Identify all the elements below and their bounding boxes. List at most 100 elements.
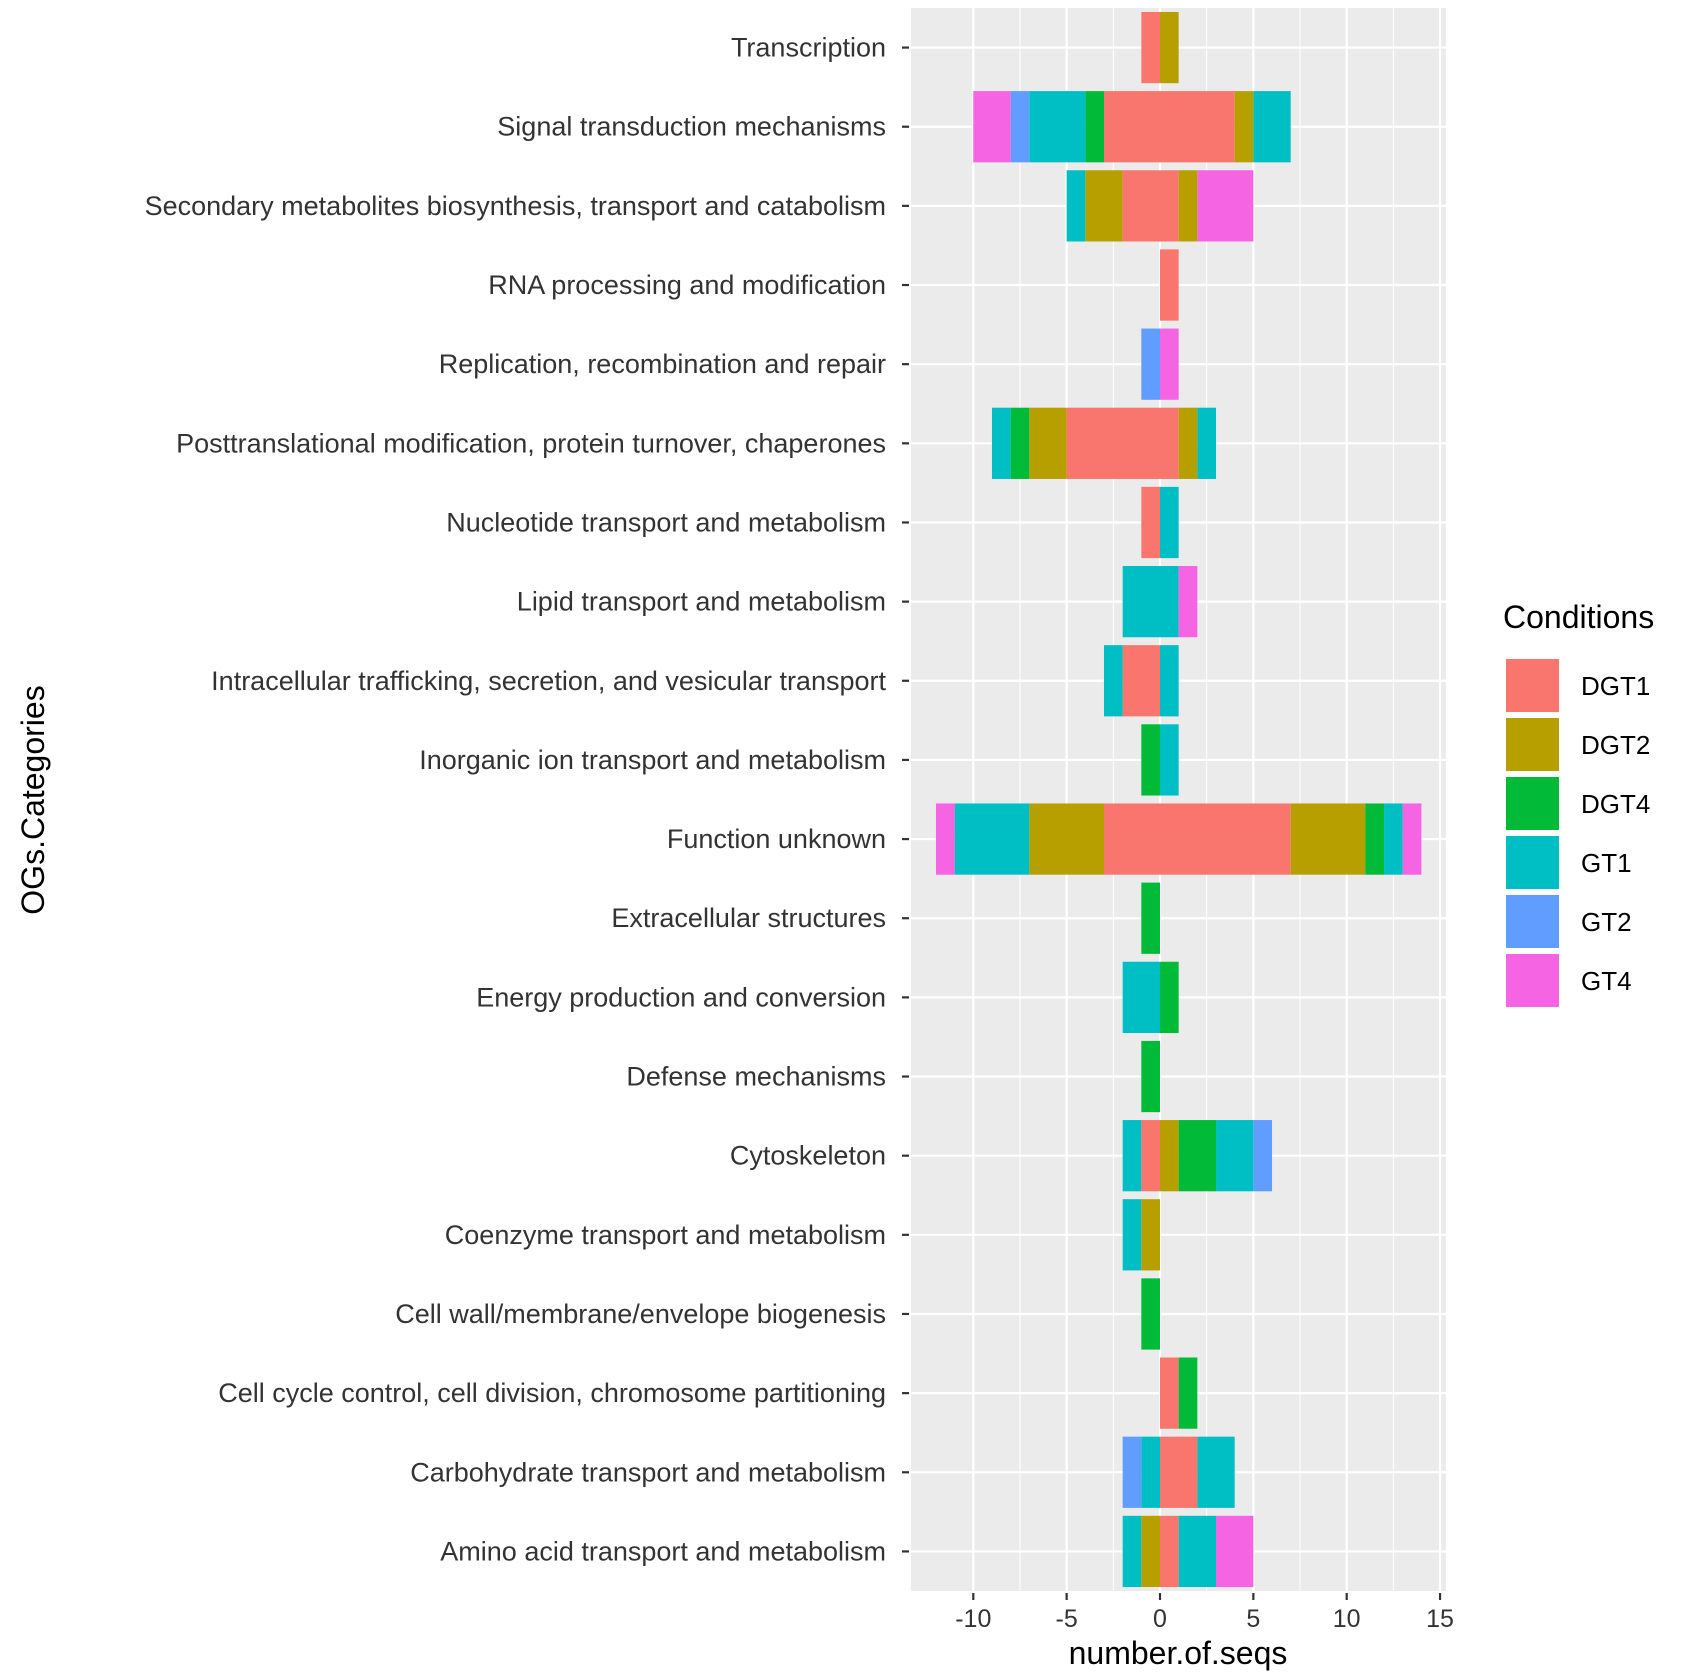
bar-segment-gt1-neg [1122,1515,1142,1588]
bar-segment-dgt4-neg [1085,91,1104,163]
bar-segment-gt1-pos [1216,1120,1254,1192]
x-tick-label: 5 [1246,1605,1260,1633]
category-label: Inorganic ion transport and metabolism [419,745,886,775]
category-label: Replication, recombination and repair [439,349,886,379]
bar-segment-dgt2-pos [1178,170,1198,242]
category-label: Cell cycle control, cell division, chrom… [218,1378,886,1408]
category-label: Cytoskeleton [730,1141,886,1171]
bar-segment-dgt4-neg [1141,1278,1160,1350]
bar-segment-gt1-pos [1160,645,1179,717]
x-tick-label: 10 [1333,1605,1361,1633]
bar-segment-gt1-neg [1066,170,1086,242]
bar-segment-dgt1-neg [1066,407,1160,479]
bar-segment-dgt4-neg [1141,1040,1160,1113]
category-label: Secondary metabolites biosynthesis, tran… [145,191,886,221]
bar-segment-gt1-pos [1384,803,1403,875]
x-tick-label: 0 [1153,1605,1167,1633]
bar-segment-gt1-neg [1122,1199,1142,1271]
bar-segment-gt1-neg [954,803,1030,875]
bar-segment-gt1-neg [1122,961,1160,1033]
legend: Conditions DGT1 DGT2 DGT4 GT1 GT2 GT4 [1503,599,1654,1007]
bar-segment-dgt1-neg [1122,645,1160,717]
category-label: Cell wall/membrane/envelope biogenesis [395,1299,886,1329]
bar-segment-dgt1-pos [1160,1515,1179,1588]
category-label: Carbohydrate transport and metabolism [410,1457,886,1487]
category-label: Signal transduction mechanisms [497,112,886,142]
bar-segment-dgt4-neg [1141,882,1160,954]
bar-segment-gt1-neg [1029,91,1086,163]
bar-segment-gt1-neg [1122,566,1160,638]
bar-segment-gt2-neg [1010,91,1030,163]
bar-segment-gt1-pos [1178,1515,1217,1588]
bar-segment-gt4-pos [1402,803,1422,875]
bar-segment-gt4-neg [973,91,1011,163]
bar-segment-dgt1-pos [1160,249,1179,321]
bar-segment-dgt1-pos [1160,91,1235,163]
legend-label-gt2: GT2 [1581,907,1632,937]
bar-segment-gt4-pos [1178,566,1198,638]
bar-segment-dgt1-neg [1103,91,1160,163]
bar-segment-dgt2-neg [1141,1515,1160,1588]
bar-segment-dgt1-pos [1160,1357,1179,1429]
x-tick-label: 15 [1426,1605,1454,1633]
category-label: Function unknown [667,824,886,854]
bar-segment-dgt4-pos [1365,803,1385,875]
bar-segment-gt2-pos [1253,1120,1273,1192]
legend-swatch-dgt2 [1506,718,1559,771]
category-label: Amino acid transport and metabolism [440,1536,886,1566]
bar-segment-dgt2-neg [1029,407,1067,479]
bar-segment-gt1-pos [1197,407,1217,479]
category-label: Coenzyme transport and metabolism [445,1220,886,1250]
bar-segment-dgt2-pos [1290,803,1366,875]
bar-segment-dgt1-pos [1160,170,1179,242]
bar-segment-gt4-pos [1160,328,1179,400]
bar-segment-dgt2-pos [1160,1120,1179,1192]
bar-segment-dgt4-pos [1178,1357,1198,1429]
category-label: Intracellular trafficking, secretion, an… [211,666,886,696]
bar-segment-dgt1-neg [1141,486,1160,559]
category-label: Extracellular structures [611,903,886,933]
bar-segment-dgt1-pos [1160,803,1291,875]
category-label: Lipid transport and metabolism [517,587,886,617]
bar-segment-gt1-pos [1197,1436,1235,1508]
bar-segment-dgt4-pos [1160,961,1179,1033]
bar-segment-gt2-neg [1122,1436,1142,1508]
category-label: RNA processing and modification [488,270,886,300]
bar-segment-gt1-pos [1160,486,1179,559]
y-axis-title: OGs.Categories [15,685,51,914]
legend-swatch-gt1 [1506,836,1559,889]
legend-label-dgt2: DGT2 [1581,730,1650,760]
plot-panel [911,8,1446,1591]
bar-segment-gt1-neg [1141,1436,1160,1508]
y-axis: Transcription Signal transduction mechani… [145,33,909,1566]
bar-segment-dgt4-pos [1178,1120,1217,1192]
legend-swatch-gt2 [1506,895,1559,948]
category-label: Nucleotide transport and metabolism [446,507,886,537]
legend-label-dgt4: DGT4 [1581,789,1650,819]
legend-title: Conditions [1503,599,1654,635]
category-label: Posttranslational modification, protein … [176,428,886,458]
bar-segment-dgt1-neg [1141,11,1160,84]
bar-segment-gt4-pos [1197,170,1254,242]
bar-segment-gt2-neg [1141,328,1160,400]
bar-segment-gt1-neg [1103,645,1123,717]
bar-segment-dgt2-pos [1178,407,1198,479]
legend-swatch-gt4 [1506,954,1559,1007]
legend-label-gt1: GT1 [1581,848,1632,878]
bar-segment-gt1-pos [1160,724,1179,796]
bar-segment-gt4-pos [1216,1515,1254,1588]
bar-segment-dgt2-pos [1234,91,1254,163]
bar-segment-dgt4-neg [1141,724,1160,796]
bar-segment-dgt4-neg [1010,407,1030,479]
bar-segment-gt4-neg [935,803,955,875]
bar-segment-dgt2-neg [1141,1199,1160,1271]
bar-segment-gt1-pos [1253,91,1291,163]
legend-swatch-dgt4 [1506,777,1559,830]
bar-segment-dgt1-neg [1141,1120,1160,1192]
bar-segment-dgt1-neg [1103,803,1160,875]
bar-segment-dgt1-neg [1122,170,1160,242]
category-label: Defense mechanisms [626,1062,886,1092]
x-tick-label: -5 [1056,1605,1078,1633]
legend-label-gt4: GT4 [1581,966,1632,996]
